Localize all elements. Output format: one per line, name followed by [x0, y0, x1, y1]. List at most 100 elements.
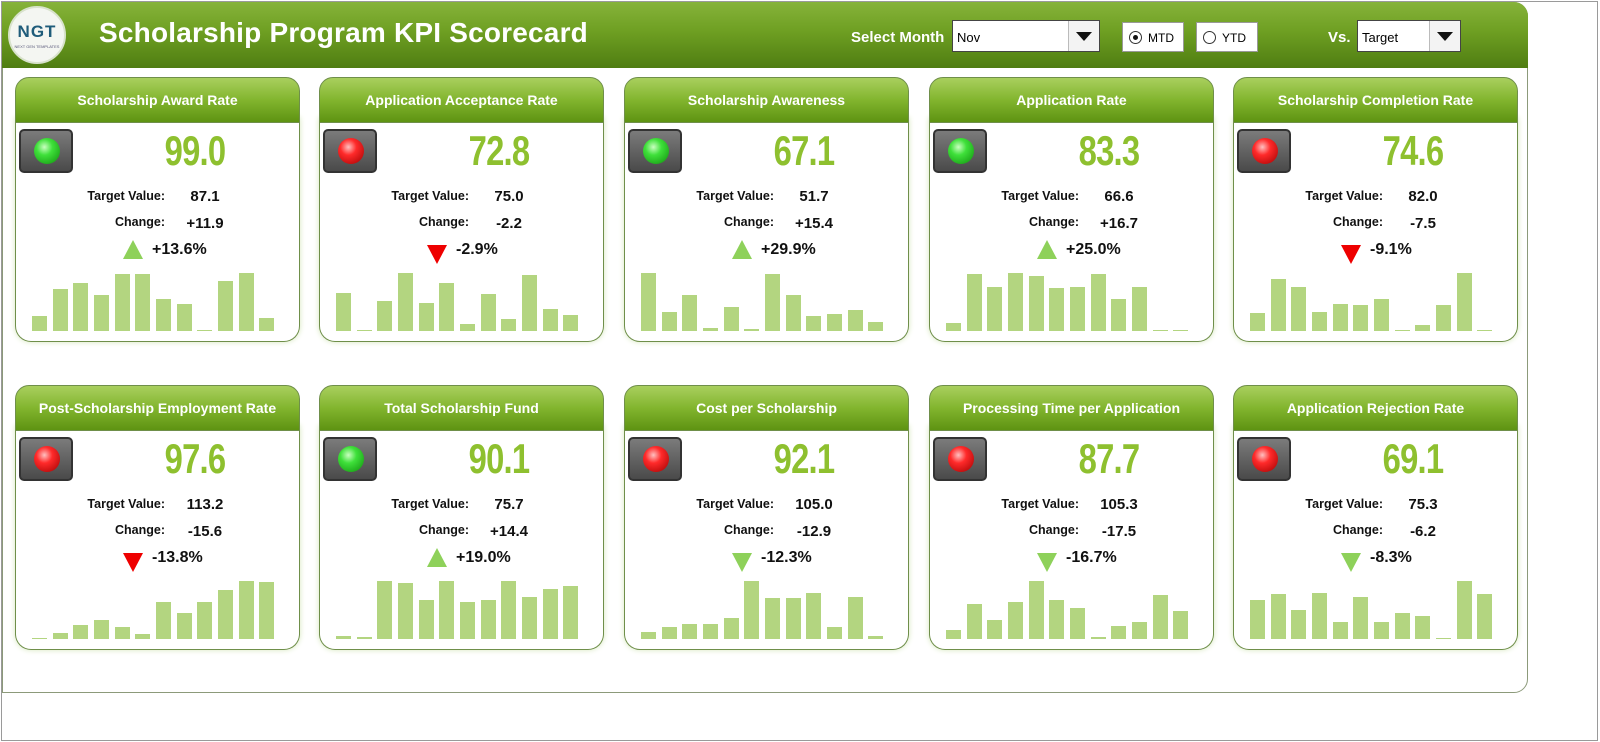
arrow-up-icon: [732, 240, 752, 259]
sparkline-bar: [563, 315, 579, 331]
change-label: Change:: [724, 215, 774, 229]
status-bulb: [34, 446, 60, 472]
target-value-label: Target Value:: [1305, 497, 1383, 511]
sparkline-bar: [218, 281, 233, 331]
kpi-card-title: Processing Time per Application: [929, 385, 1214, 431]
radio-ytd[interactable]: YTD: [1196, 22, 1258, 52]
sparkline-bar: [1312, 312, 1327, 331]
arrow-up-icon: [1037, 240, 1057, 259]
sparkline-bar: [847, 310, 863, 331]
sparkline-bar: [336, 636, 351, 639]
radio-mtd-circle[interactable]: [1129, 31, 1142, 44]
sparkline-bar: [480, 600, 496, 639]
kpi-card-title: Application Acceptance Rate: [319, 77, 604, 123]
kpi-value: 67.1: [773, 127, 835, 174]
change-value: +15.4: [795, 215, 833, 232]
sparkline-bar: [765, 274, 780, 331]
sparkline-bar: [723, 307, 739, 331]
kpi-card-title: Application Rejection Rate: [1233, 385, 1518, 431]
sparkline-bar: [1173, 330, 1189, 331]
sparkline-bar: [176, 304, 192, 331]
radio-ytd-label: YTD: [1222, 31, 1246, 45]
kpi-value: 74.6: [1382, 127, 1444, 174]
comparison-select[interactable]: Target: [1357, 20, 1461, 52]
change-label: Change:: [115, 523, 165, 537]
sparkline-bar: [52, 289, 68, 331]
sparkline-bar: [1353, 305, 1369, 331]
sparkline-bar: [806, 316, 822, 331]
kpi-card: Application Rate 83.3 Target Value: 66.6 Cha…: [929, 77, 1214, 342]
comparison-select-value: Target: [1362, 30, 1399, 45]
sparkline-bar: [661, 627, 677, 639]
target-value-label: Target Value:: [1001, 189, 1079, 203]
kpi-card-title: Scholarship Awareness: [624, 77, 909, 123]
sparkline-bar: [1152, 595, 1168, 639]
sparkline-bar: [1111, 626, 1127, 639]
arrow-up-icon: [427, 548, 447, 567]
sparkline-chart: [335, 577, 583, 639]
sparkline-bar: [1312, 593, 1327, 639]
logo: NGT NEXT GEN TEMPLATES: [8, 6, 66, 64]
kpi-card-title: Post-Scholarship Employment Rate: [15, 385, 300, 431]
sparkline-chart: [31, 269, 279, 331]
sparkline-chart: [640, 269, 888, 331]
change-percent: +29.9%: [761, 241, 816, 258]
sparkline-bar: [418, 303, 434, 331]
sparkline-bar: [703, 328, 718, 331]
sparkline-bar: [114, 627, 130, 639]
change-percent: -8.3%: [1370, 549, 1412, 566]
traffic-light-icon: [1237, 437, 1291, 481]
sparkline-bar: [94, 620, 109, 639]
sparkline-bar: [806, 593, 822, 639]
sparkline-bar: [259, 318, 275, 331]
change-label: Change:: [1029, 523, 1079, 537]
status-bulb: [34, 138, 60, 164]
sparkline-bar: [641, 632, 656, 639]
sparkline-chart: [640, 577, 888, 639]
sparkline-bar: [156, 602, 171, 639]
change-value: +11.9: [186, 215, 224, 232]
traffic-light-icon: [933, 129, 987, 173]
sparkline-bar: [1374, 299, 1389, 331]
radio-ytd-circle[interactable]: [1203, 31, 1216, 44]
sparkline-bar: [114, 274, 130, 331]
sparkline-bar: [987, 287, 1003, 331]
sparkline-bar: [1415, 616, 1431, 639]
change-value: -12.9: [796, 523, 832, 540]
chevron-down-icon[interactable]: [1068, 21, 1099, 51]
change-label: Change:: [1029, 215, 1079, 229]
sparkline-bar: [785, 598, 801, 639]
sparkline-chart: [1249, 269, 1497, 331]
change-value: -2.2: [496, 215, 522, 232]
sparkline-bar: [661, 312, 677, 331]
change-value: +14.4: [490, 523, 528, 540]
sparkline-bar: [682, 624, 698, 639]
sparkline-bar: [1028, 276, 1044, 331]
sparkline-bar: [744, 581, 760, 639]
sparkline-bar: [259, 582, 275, 639]
status-bulb: [948, 446, 974, 472]
sparkline-bar: [946, 630, 961, 639]
change-percent: +13.6%: [152, 241, 207, 258]
radio-mtd-label: MTD: [1148, 31, 1174, 45]
radio-mtd[interactable]: MTD: [1122, 22, 1184, 52]
status-bulb: [1252, 138, 1278, 164]
month-select[interactable]: Nov: [952, 20, 1100, 52]
sparkline-bar: [785, 295, 801, 331]
sparkline-bar: [1332, 622, 1348, 639]
sparkline-bar: [439, 581, 455, 639]
sparkline-bar: [336, 293, 351, 331]
sparkline-bar: [765, 598, 780, 639]
sparkline-bar: [542, 589, 558, 639]
sparkline-bar: [32, 638, 47, 639]
sparkline-bar: [32, 316, 47, 331]
change-label: Change:: [1333, 523, 1383, 537]
sparkline-bar: [418, 600, 434, 639]
kpi-value: 97.6: [164, 435, 226, 482]
target-value: 105.0: [795, 496, 833, 513]
target-value-label: Target Value:: [391, 497, 469, 511]
change-label: Change:: [419, 215, 469, 229]
kpi-card: Application Rejection Rate 69.1 Target Val…: [1233, 385, 1518, 650]
chevron-down-icon[interactable]: [1429, 21, 1460, 51]
